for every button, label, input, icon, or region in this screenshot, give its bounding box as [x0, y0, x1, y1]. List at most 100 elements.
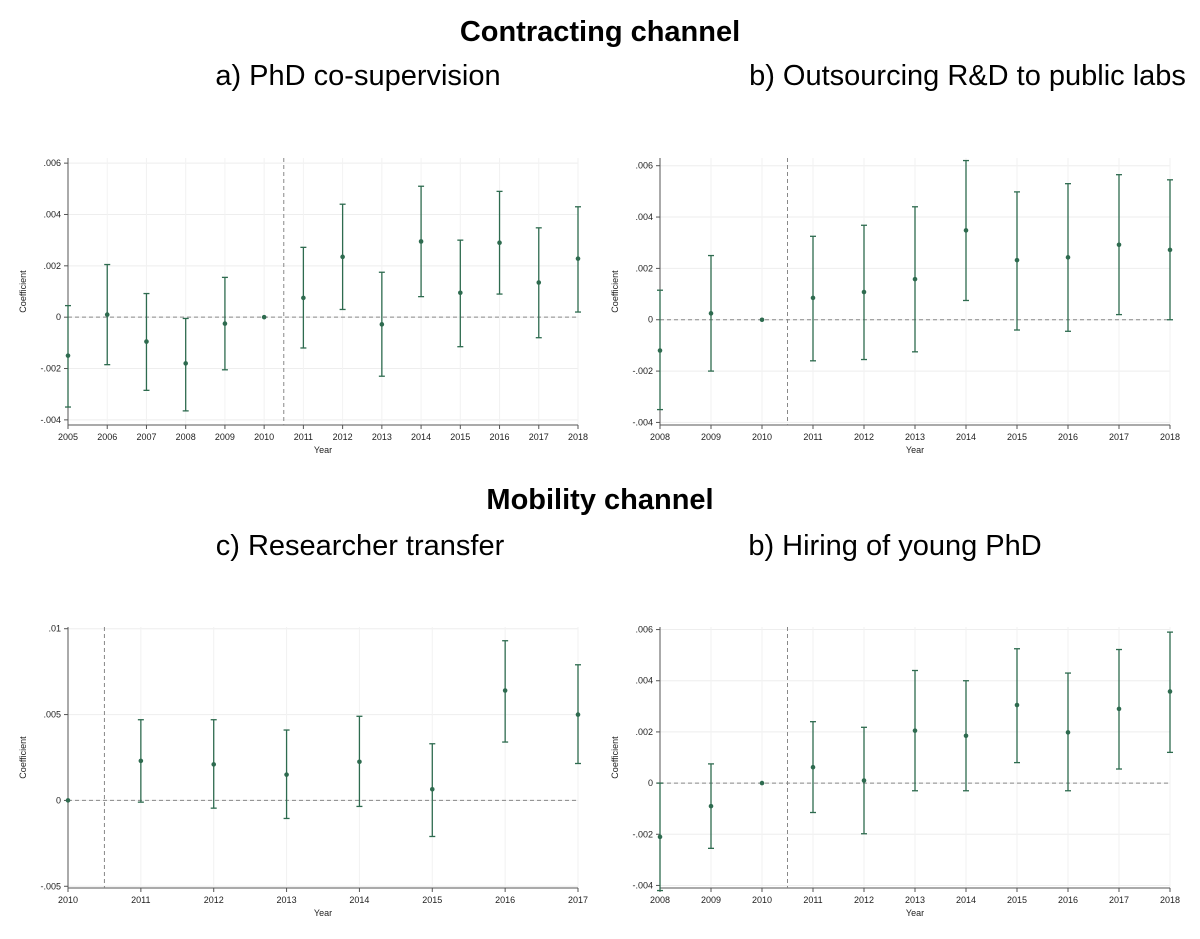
coefficient-point: [418, 239, 424, 244]
x-tick-label: 2012: [333, 432, 353, 442]
x-tick-label: 2013: [277, 895, 297, 905]
x-axis-title: Year: [906, 445, 924, 455]
y-axis-title: Coefficient: [18, 270, 28, 313]
coefficient-point: [708, 311, 714, 316]
coefficient-point: [104, 312, 110, 317]
x-tick-label: 2009: [701, 432, 721, 442]
x-tick-label: 2016: [1058, 432, 1078, 442]
x-tick-label: 2009: [215, 432, 235, 442]
x-tick-label: 2015: [450, 432, 470, 442]
coefficient-point: [284, 772, 289, 777]
panel-title-a: a) PhD co-supervision: [215, 60, 501, 92]
x-tick-label: 2017: [568, 895, 588, 905]
x-tick-label: 2014: [956, 432, 976, 442]
x-tick-label: 2005: [58, 432, 78, 442]
y-tick-label: 0: [56, 795, 61, 805]
coefficient-point: [340, 254, 345, 260]
x-tick-label: 2017: [1109, 895, 1129, 905]
coefficient-point: [222, 321, 228, 326]
coefficient-point: [502, 688, 508, 693]
coefficient-point: [1116, 242, 1122, 248]
x-tick-label: 2014: [956, 895, 976, 905]
x-axis-title: Year: [314, 908, 332, 918]
coefficient-point: [1065, 255, 1071, 260]
x-tick-label: 2016: [490, 432, 510, 442]
coefficient-point: [861, 289, 867, 295]
y-tick-label: .006: [635, 625, 653, 635]
y-tick-label: .004: [635, 676, 653, 686]
y-tick-label: .006: [635, 161, 653, 171]
coefficient-point: [759, 780, 765, 786]
coefficient-point: [861, 778, 867, 783]
x-tick-label: 2011: [803, 895, 822, 905]
coefficient-point: [301, 295, 306, 301]
coefficient-point: [65, 798, 71, 803]
y-tick-label: .004: [635, 212, 653, 222]
coefficient-point: [1167, 689, 1173, 694]
x-tick-label: 2008: [650, 432, 670, 442]
x-tick-label: 2013: [905, 895, 925, 905]
panel-title-b: b) Outsourcing R&D to public labs: [749, 60, 1186, 92]
x-tick-label: 2013: [905, 432, 925, 442]
coefficient-point: [357, 759, 362, 765]
y-tick-label: -.002: [632, 366, 653, 376]
x-tick-label: 2015: [1007, 895, 1027, 905]
x-tick-label: 2015: [422, 895, 442, 905]
coefficient-point: [810, 295, 816, 301]
x-tick-label: 2017: [529, 432, 549, 442]
y-tick-label: .01: [48, 624, 61, 634]
coefficient-point: [963, 733, 969, 739]
coefficient-point: [183, 361, 188, 366]
coefficient-point: [1014, 702, 1020, 708]
coefficient-point: [759, 317, 765, 323]
coefficient-point: [458, 290, 463, 296]
x-tick-label: 2018: [1160, 895, 1180, 905]
x-tick-label: 2018: [568, 432, 588, 442]
section-title-mobility: Mobility channel: [486, 484, 714, 516]
panel-a: -.004 -.002 0 .002 .004 .006 2005 2006 2007 2008 2…: [18, 158, 588, 455]
x-tick-label: 2012: [854, 895, 874, 905]
coefficient-point: [657, 348, 663, 353]
x-axis-title: Year: [906, 908, 924, 918]
coefficient-point: [65, 353, 71, 358]
x-tick-label: 2009: [701, 895, 721, 905]
x-tick-label: 2012: [854, 432, 874, 442]
coefficient-point: [912, 276, 918, 282]
y-tick-label: -.004: [632, 417, 653, 427]
y-tick-label: .006: [43, 158, 61, 168]
coefficient-point: [144, 339, 149, 344]
coefficient-point: [1167, 247, 1173, 253]
coefficient-point: [261, 314, 267, 320]
y-tick-label: 0: [648, 315, 653, 325]
y-tick-label: .002: [635, 263, 653, 273]
coefficient-point: [912, 728, 918, 733]
panel-title-d: b) Hiring of young PhD: [748, 530, 1042, 562]
coefficient-point: [1014, 257, 1020, 263]
y-axis-title: Coefficient: [18, 736, 28, 779]
x-tick-label: 2010: [752, 895, 772, 905]
y-axis-title: Coefficient: [610, 736, 620, 779]
x-tick-label: 2018: [1160, 432, 1180, 442]
y-tick-label: .005: [43, 710, 61, 720]
coefficient-point: [497, 240, 502, 246]
x-tick-label: 2011: [803, 432, 822, 442]
x-tick-label: 2010: [254, 432, 274, 442]
panel-c: -.005 0 .005 .01 2010 2011 2012 2013 2014 2015 201…: [18, 624, 588, 918]
x-tick-label: 2008: [176, 432, 196, 442]
x-tick-label: 2008: [650, 895, 670, 905]
x-tick-label: 2010: [58, 895, 78, 905]
x-tick-label: 2012: [204, 895, 224, 905]
x-tick-label: 2014: [349, 895, 369, 905]
x-tick-label: 2016: [1058, 895, 1078, 905]
x-axis-title: Year: [314, 445, 332, 455]
x-tick-label: 2015: [1007, 432, 1027, 442]
coefficient-point: [138, 758, 144, 764]
panel-title-c: c) Researcher transfer: [215, 530, 505, 562]
coefficient-point: [1116, 706, 1122, 712]
panel-b: -.004 -.002 0 .002 .004 .006 2008 2009 2010 2011 2…: [610, 158, 1180, 455]
y-tick-label: -.002: [40, 364, 61, 374]
coefficient-point: [810, 764, 816, 770]
x-tick-label: 2006: [97, 432, 117, 442]
y-tick-label: .004: [43, 209, 61, 219]
